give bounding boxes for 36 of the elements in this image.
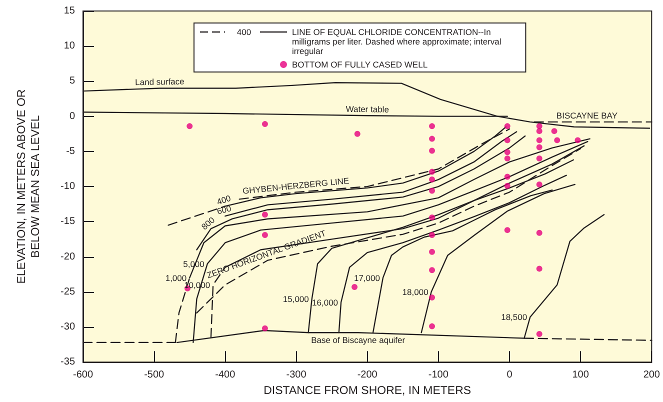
annotation: BISCAYNE BAY [556, 110, 618, 120]
x-tick-label: -100 [428, 370, 449, 381]
x-tick-label: -600 [72, 370, 94, 381]
annotation: 400 [236, 27, 252, 37]
y-tick-label: -25 [60, 286, 76, 298]
x-tick-label: -300 [286, 370, 307, 381]
y-tick-label: -20 [60, 251, 76, 262]
y-tick-label: 5 [69, 76, 76, 87]
x-tick-label: 0 [506, 370, 513, 381]
annotation: 800 [199, 214, 217, 232]
x-tick-label: 100 [572, 370, 590, 381]
legend-label: BOTTOM OF FULLY CASED WELL [292, 60, 428, 70]
y-tick-label: -5 [66, 146, 76, 157]
annotation: Land surface [135, 76, 185, 88]
y-tick-label: 15 [64, 6, 76, 16]
y-tick-label: 10 [64, 40, 76, 52]
y-axis-title: ELEVATION, IN METERS ABOVE OR BELOW MEAN SEA LEVEL [16, 89, 42, 284]
x-tick-label: 200 [643, 370, 660, 381]
annotation: Water table [346, 104, 390, 114]
annotation: Base of Biscayne aquifer [311, 335, 406, 346]
annotation: LINE OF EQUAL CHLORIDE CONCENTRATION--In milligrams per liter. Dashed where approximate; interval irregular [292, 26, 504, 56]
annotation: 17,000 [354, 272, 380, 283]
y-tick-label: 0 [69, 110, 76, 122]
y-tick-label: -10 [60, 181, 76, 192]
annotation: 18,500 [501, 312, 528, 322]
x-tick-label: -500 [144, 370, 165, 381]
annotation: 15,000 [282, 294, 310, 304]
x-tick-label: -200 [357, 370, 378, 381]
y-tick-label: -30 [60, 321, 76, 332]
x-axis-title: DISTANCE FROM SHORE, IN METERS [264, 385, 472, 397]
y-tick-label: -15 [60, 216, 76, 228]
annotation: 16,000 [312, 297, 338, 308]
x-tick-label: -400 [215, 370, 236, 381]
annotation: 1,000 [165, 272, 187, 283]
y-tick-label: -35 [60, 356, 76, 368]
annotation: 18,000 [402, 286, 429, 297]
